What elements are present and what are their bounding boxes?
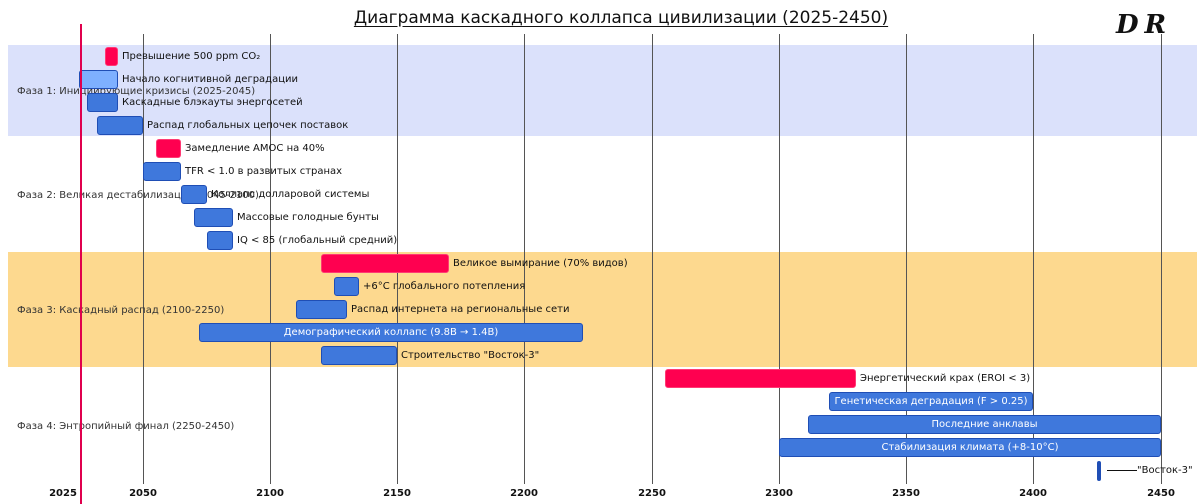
phase-band-3 <box>8 252 1197 367</box>
gridline-2400 <box>1033 34 1034 484</box>
task-bar-supply[interactable] <box>97 116 143 135</box>
task-bar-blackouts[interactable] <box>87 93 118 112</box>
task-label-demographic: Демографический коллапс (9.8B → 1.4B) <box>283 327 499 338</box>
tick-2400: 2400 <box>1019 488 1047 499</box>
tick-2050: 2050 <box>129 488 157 499</box>
task-label-vostok-build: Строительство "Восток-3" <box>401 350 540 361</box>
tick-2100: 2100 <box>256 488 284 499</box>
task-bar-internet[interactable] <box>296 300 347 319</box>
tick-2025: 2025 <box>49 488 77 499</box>
task-label-enclaves: Последние анклавы <box>931 419 1038 430</box>
task-label-dollar: Коллапс долларовой системы <box>211 189 370 200</box>
task-bar-climate[interactable] <box>779 438 1161 457</box>
gridline-2450 <box>1161 34 1162 484</box>
task-bar-amoc[interactable] <box>156 139 181 158</box>
task-label-cognitive: Начало когнитивной деградации <box>122 74 299 85</box>
task-label-supply: Распад глобальных цепочек поставок <box>147 120 349 131</box>
task-bar-vostok-build[interactable] <box>321 346 397 365</box>
task-label-iq: IQ < 85 (глобальный средний) <box>237 235 398 246</box>
milestone-connector <box>1107 470 1137 471</box>
phase-label-4: Фаза 4: Энтропийный финал (2250-2450) <box>17 421 235 432</box>
task-label-internet: Распад интернета на региональные сети <box>351 304 570 315</box>
chart-title: Диаграмма каскадного коллапса цивилизаци… <box>353 8 889 28</box>
tick-2250: 2250 <box>638 488 666 499</box>
task-label-climate: Стабилизация климата (+8-10°C) <box>881 442 1059 453</box>
task-label-co2: Превышение 500 ppm CO₂ <box>122 51 261 62</box>
gridline-2300 <box>779 34 780 484</box>
task-bar-tfr[interactable] <box>143 162 181 181</box>
task-bar-co2[interactable] <box>105 47 118 66</box>
task-bar-dollar[interactable] <box>181 185 207 204</box>
tick-2150: 2150 <box>383 488 411 499</box>
gridline-2250 <box>652 34 653 484</box>
task-label-tfr: TFR < 1.0 в развитых странах <box>185 166 343 177</box>
task-bar-warming[interactable] <box>334 277 359 296</box>
task-bar-enclaves[interactable] <box>808 415 1161 434</box>
task-label-extinction: Великое вымирание (70% видов) <box>453 258 628 269</box>
phase-band-1 <box>8 45 1197 136</box>
tick-2350: 2350 <box>892 488 920 499</box>
phase-label-2: Фаза 2: Великая дестабилизация (2045-210… <box>17 190 259 201</box>
task-bar-genetic[interactable] <box>829 392 1033 411</box>
gridline-2050 <box>143 34 144 484</box>
tick-2450: 2450 <box>1147 488 1175 499</box>
today-marker <box>80 24 82 504</box>
task-bar-riots[interactable] <box>194 208 233 227</box>
task-label-genetic: Генетическая деградация (F > 0.25) <box>834 396 1028 407</box>
task-bar-demographic[interactable] <box>199 323 583 342</box>
task-label-blackouts: Каскадные блэкауты энергосетей <box>122 97 303 108</box>
gridline-2200 <box>524 34 525 484</box>
task-bar-extinction[interactable] <box>321 254 449 273</box>
task-label-amoc: Замедление AMOC на 40% <box>185 143 325 154</box>
logo: DR <box>1116 10 1173 40</box>
task-label-energy: Энергетический крах (EROI < 3) <box>860 373 1031 384</box>
task-bar-iq[interactable] <box>207 231 233 250</box>
phase-label-1: Фаза 1: Инициирующие кризисы (2025-2045) <box>17 86 256 97</box>
task-label-warming: +6°C глобального потепления <box>363 281 526 292</box>
task-bar-energy[interactable] <box>665 369 856 388</box>
tick-2300: 2300 <box>765 488 793 499</box>
milestone-label-vostok: "Восток-3" <box>1137 465 1193 476</box>
gridline-2350 <box>906 34 907 484</box>
gridline-2100 <box>270 34 271 484</box>
task-label-riots: Массовые голодные бунты <box>237 212 379 223</box>
task-bar-cognitive[interactable] <box>79 70 118 89</box>
phase-label-3: Фаза 3: Каскадный распад (2100-2250) <box>17 305 225 316</box>
tick-2200: 2200 <box>510 488 538 499</box>
milestone-vostok[interactable] <box>1097 461 1101 481</box>
